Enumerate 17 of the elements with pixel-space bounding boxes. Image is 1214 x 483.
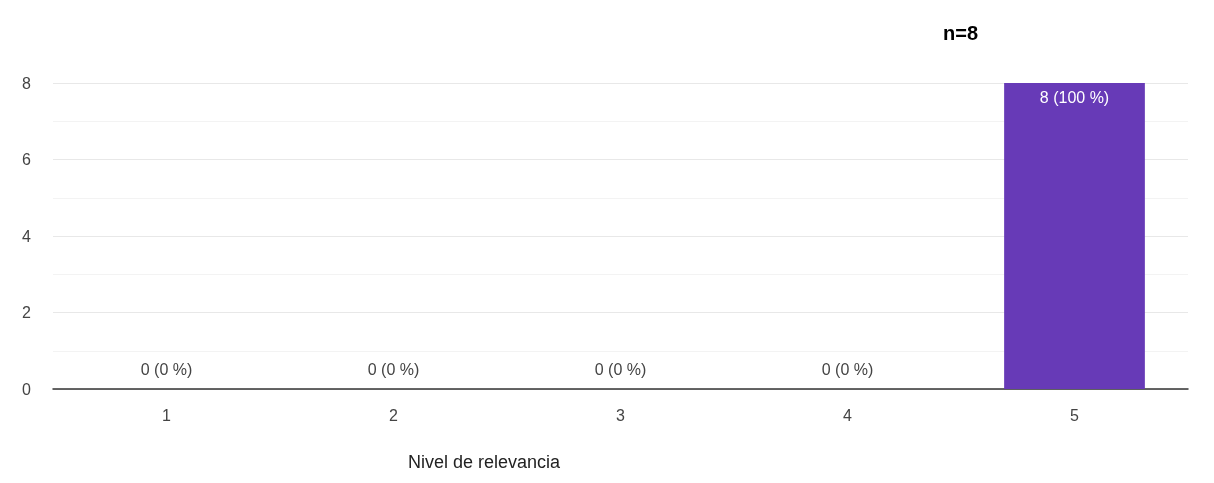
x-tick-label: 2 [389, 406, 399, 424]
chart-title: n=8 [943, 22, 979, 44]
data-label: 0 (0 %) [140, 360, 193, 378]
data-label: 0 (0 %) [594, 360, 647, 378]
y-tick-label: 8 [22, 74, 32, 92]
y-tick-label: 6 [22, 151, 32, 168]
data-label: 0 (0 %) [821, 360, 874, 378]
data-label: 8 (100 %) [1039, 88, 1110, 106]
x-tick-label: 1 [162, 406, 172, 424]
y-tick-label: 4 [22, 227, 32, 245]
y-tick-label: 0 [22, 380, 32, 398]
x-tick-label: 3 [616, 406, 626, 424]
y-tick-label: 2 [22, 304, 32, 321]
x-tick-label: 5 [1070, 406, 1080, 424]
x-tick-label: 4 [843, 406, 853, 424]
x-axis-title: Nivel de relevancia [408, 452, 562, 472]
data-label: 0 (0 %) [367, 360, 420, 378]
